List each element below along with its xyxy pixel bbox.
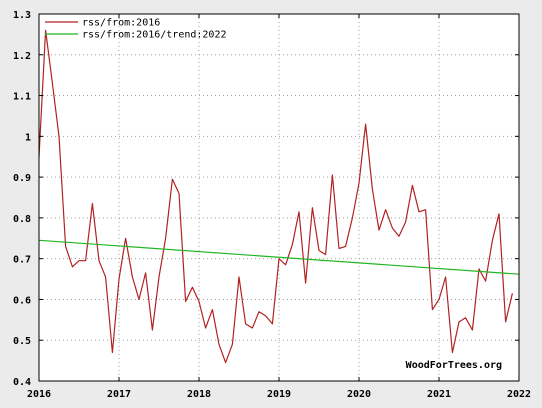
x-tick-label: 2018 bbox=[187, 389, 211, 400]
y-tick-label: 0.5 bbox=[13, 336, 31, 347]
y-tick-label: 1.2 bbox=[13, 51, 31, 62]
x-tick-label: 2016 bbox=[27, 389, 51, 400]
y-tick-label: 0.7 bbox=[13, 255, 31, 266]
x-tick-label: 2017 bbox=[107, 389, 131, 400]
series-layer bbox=[38, 29, 520, 364]
y-tick-label: 0.9 bbox=[13, 173, 31, 184]
x-tick-label: 2020 bbox=[347, 389, 371, 400]
y-tick-label: 0.6 bbox=[13, 295, 31, 306]
y-tick-label: 0.8 bbox=[13, 214, 31, 225]
x-tick-label: 2019 bbox=[267, 389, 291, 400]
x-tick-label: 2022 bbox=[507, 389, 531, 400]
plot-area bbox=[39, 14, 519, 381]
series-line-1 bbox=[38, 239, 520, 275]
y-tick-label: 0.4 bbox=[13, 377, 31, 388]
y-tick-label: 1.1 bbox=[13, 92, 31, 103]
y-tick-label: 1 bbox=[25, 132, 31, 143]
x-tick-label: 2021 bbox=[427, 389, 451, 400]
legend-label: rss/from:2016 bbox=[82, 18, 160, 29]
watermark: WoodForTrees.org bbox=[406, 360, 502, 371]
series-line-0 bbox=[38, 29, 513, 364]
legend-label: rss/from:2016/trend:2022 bbox=[82, 30, 227, 41]
axis-ticks: 2016 2017 2018 2019 2020 2021 2022 0.4 0.5 0.6 0.7… bbox=[13, 10, 531, 400]
y-tick-label: 1.3 bbox=[13, 10, 31, 21]
